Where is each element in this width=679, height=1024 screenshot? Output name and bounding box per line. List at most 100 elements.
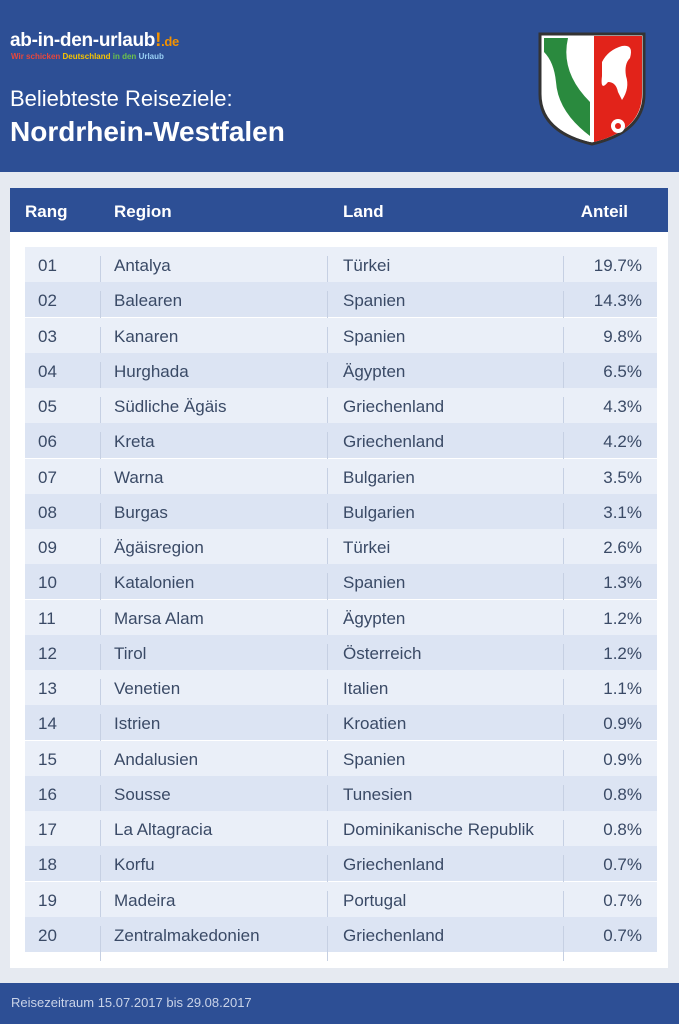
column-divider <box>100 397 101 432</box>
table-cell: 19.7% <box>593 256 642 275</box>
column-divider <box>563 291 564 327</box>
column-divider <box>563 679 564 714</box>
table-row: 19 Madeira Portugal 0.7% <box>25 881 657 926</box>
tagline-part: Wir schicken <box>11 52 61 61</box>
table-row: 03 Kanaren Spanien 9.8% <box>25 317 657 362</box>
column-divider <box>563 890 564 926</box>
table-cell: Antalya <box>114 256 171 275</box>
column-divider <box>100 855 101 891</box>
column-divider <box>563 467 564 503</box>
column-divider <box>327 749 328 785</box>
column-header: Rang <box>25 202 68 221</box>
table-cell: 14 <box>38 714 57 734</box>
table-cell: 0.7% <box>603 890 642 910</box>
table-row: 06 Kreta Griechenland 4.2% <box>25 423 657 468</box>
table-row: 05 Südliche Ägäis Griechenland 4.3% <box>25 388 657 432</box>
column-divider <box>100 467 101 503</box>
column-divider <box>327 361 328 397</box>
table-cell: Ägypten <box>343 361 406 381</box>
column-divider <box>327 925 328 961</box>
table-row: 17 La Altagracia Dominikanische Republik 0.… <box>25 811 657 855</box>
table-cell: 9.8% <box>603 326 642 346</box>
tagline-part: Urlaub <box>138 52 164 61</box>
table-cell: 4.2% <box>603 432 642 452</box>
table-cell: Katalonien <box>114 573 195 593</box>
column-divider <box>563 256 564 291</box>
column-divider <box>100 890 101 926</box>
table-cell: Istrien <box>114 714 161 734</box>
column-divider <box>563 714 564 750</box>
footer-text: Reisezeitraum 15.07.2017 bis 29.08.2017 <box>11 995 252 1010</box>
column-divider <box>100 573 101 609</box>
column-header: Land <box>343 202 384 221</box>
column-divider <box>327 538 328 573</box>
table-cell: Kanaren <box>114 326 179 346</box>
table-cell: Madeira <box>114 890 176 910</box>
table-cell: 0.8% <box>603 784 642 804</box>
title: Nordrhein-Westfalen <box>10 116 285 147</box>
footer: Reisezeitraum 15.07.2017 bis 29.08.2017 <box>0 983 679 1024</box>
table-cell: Spanien <box>343 573 406 593</box>
table-row: 08 Burgas Bulgarien 3.1% <box>25 493 657 538</box>
column-divider <box>100 749 101 785</box>
table-cell: 07 <box>38 467 57 487</box>
table-row: 02 Balearen Spanien 14.3% <box>25 282 657 327</box>
column-divider <box>563 749 564 785</box>
table-cell: Türkei <box>343 256 391 275</box>
table-cell: Andalusien <box>114 749 199 769</box>
table-cell: 08 <box>38 502 57 522</box>
table-cell: 0.8% <box>603 820 642 839</box>
column-divider <box>100 925 101 961</box>
column-divider <box>327 643 328 679</box>
table-row: 07 Warna Bulgarien 3.5% <box>25 458 657 503</box>
table-cell: 0.9% <box>603 714 642 734</box>
table-panel: Rang Region Land Anteil 01 Antalya Türkei 19.7… <box>10 188 668 968</box>
table-row: 16 Sousse Tunesien 0.8% <box>25 775 657 820</box>
table-cell: 0.7% <box>603 855 642 875</box>
subtitle: Beliebteste Reiseziele: <box>10 86 233 111</box>
column-divider <box>563 573 564 609</box>
column-divider <box>327 784 328 820</box>
table-cell: Dominikanische Republik <box>343 820 534 839</box>
column-header: Anteil <box>580 202 628 221</box>
column-divider <box>327 714 328 750</box>
table-cell: 10 <box>38 573 57 593</box>
column-divider <box>327 397 328 432</box>
table-row: 11 Marsa Alam Ägypten 1.2% <box>25 599 657 644</box>
table-cell: Hurghada <box>114 361 189 381</box>
table-row: 14 Istrien Kroatien 0.9% <box>25 705 657 750</box>
column-divider <box>327 432 328 468</box>
table-cell: Bulgarien <box>343 502 415 522</box>
table-cell: Ägäisregion <box>114 538 204 557</box>
table-cell: 17 <box>38 820 57 839</box>
column-divider <box>327 467 328 503</box>
column-divider <box>563 538 564 573</box>
table-cell: Griechenland <box>343 397 445 416</box>
column-divider <box>327 502 328 538</box>
column-divider <box>100 643 101 679</box>
table-row: 18 Korfu Griechenland 0.7% <box>25 846 657 891</box>
column-divider <box>100 608 101 644</box>
logo-mark: ! <box>155 30 162 51</box>
table-cell: 0.7% <box>603 925 642 945</box>
table-cell: Südliche Ägäis <box>114 397 227 416</box>
column-divider <box>100 502 101 538</box>
column-divider <box>327 608 328 644</box>
column-divider <box>100 291 101 327</box>
column-divider <box>563 855 564 891</box>
header-band: ab-in-den-urlaub!.de Wir schicken Deutsc… <box>0 0 679 172</box>
table-cell: 03 <box>38 326 57 346</box>
table-row: 20 Zentralmakedonien Griechenland 0.7% <box>25 916 657 961</box>
table-row: 10 Katalonien Spanien 1.3% <box>25 564 657 609</box>
column-divider <box>327 679 328 714</box>
table-cell: Zentralmakedonien <box>114 925 260 945</box>
table-row: 13 Venetien Italien 1.1% <box>25 670 657 714</box>
table-cell: 1.3% <box>603 573 642 593</box>
table-cell: Italien <box>343 679 389 698</box>
table-cell: Ägypten <box>343 608 406 628</box>
table-cell: Warna <box>114 467 164 487</box>
column-divider <box>563 326 564 362</box>
column-divider <box>100 432 101 468</box>
table-cell: Kreta <box>114 432 155 452</box>
